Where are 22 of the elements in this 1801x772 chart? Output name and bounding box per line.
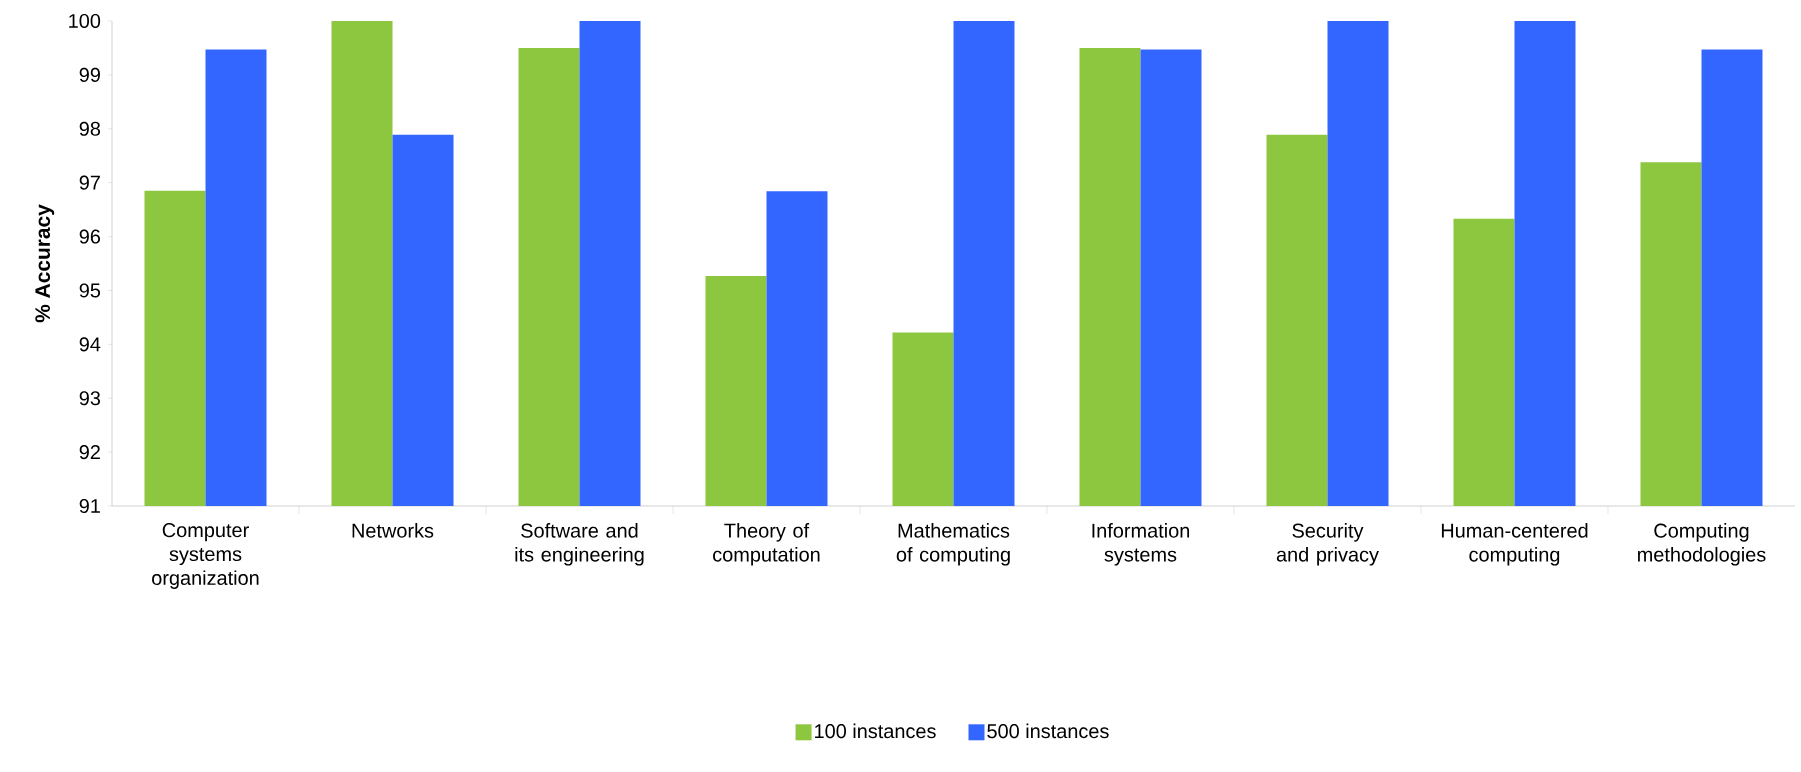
y-tick-label: 99 xyxy=(79,67,100,82)
x-tick-label: Mathematics of computing xyxy=(896,523,1010,566)
y-axis-title: % Accuracy xyxy=(35,204,55,323)
y-tick-label: 100 xyxy=(69,13,101,29)
y-tick-label: 91 xyxy=(79,498,100,514)
y-tick-label: 93 xyxy=(79,391,101,406)
legend-label: 100 instances xyxy=(815,723,936,739)
x-tick-label: Information systems xyxy=(1092,523,1190,566)
x-tick-label: Computer systems organization xyxy=(152,523,259,589)
legend-label: 500 instances xyxy=(987,723,1109,739)
x-tick-label: Security and privacy xyxy=(1276,523,1379,566)
y-tick-label: 96 xyxy=(79,229,101,244)
x-tick-label: Computing methodologies xyxy=(1638,523,1766,566)
x-tick-label: Human-centered computing xyxy=(1441,523,1588,566)
y-tick-label: 97 xyxy=(79,175,100,190)
y-tick-label: 94 xyxy=(79,337,101,352)
y-tick-label: 92 xyxy=(79,445,100,460)
x-tick-label: Software and its engineering xyxy=(515,523,644,566)
x-tick-label: Networks xyxy=(352,523,434,538)
y-tick-label: 95 xyxy=(79,283,101,298)
x-tick-label: Theory of computation xyxy=(713,523,820,566)
y-tick-label: 98 xyxy=(79,121,101,136)
